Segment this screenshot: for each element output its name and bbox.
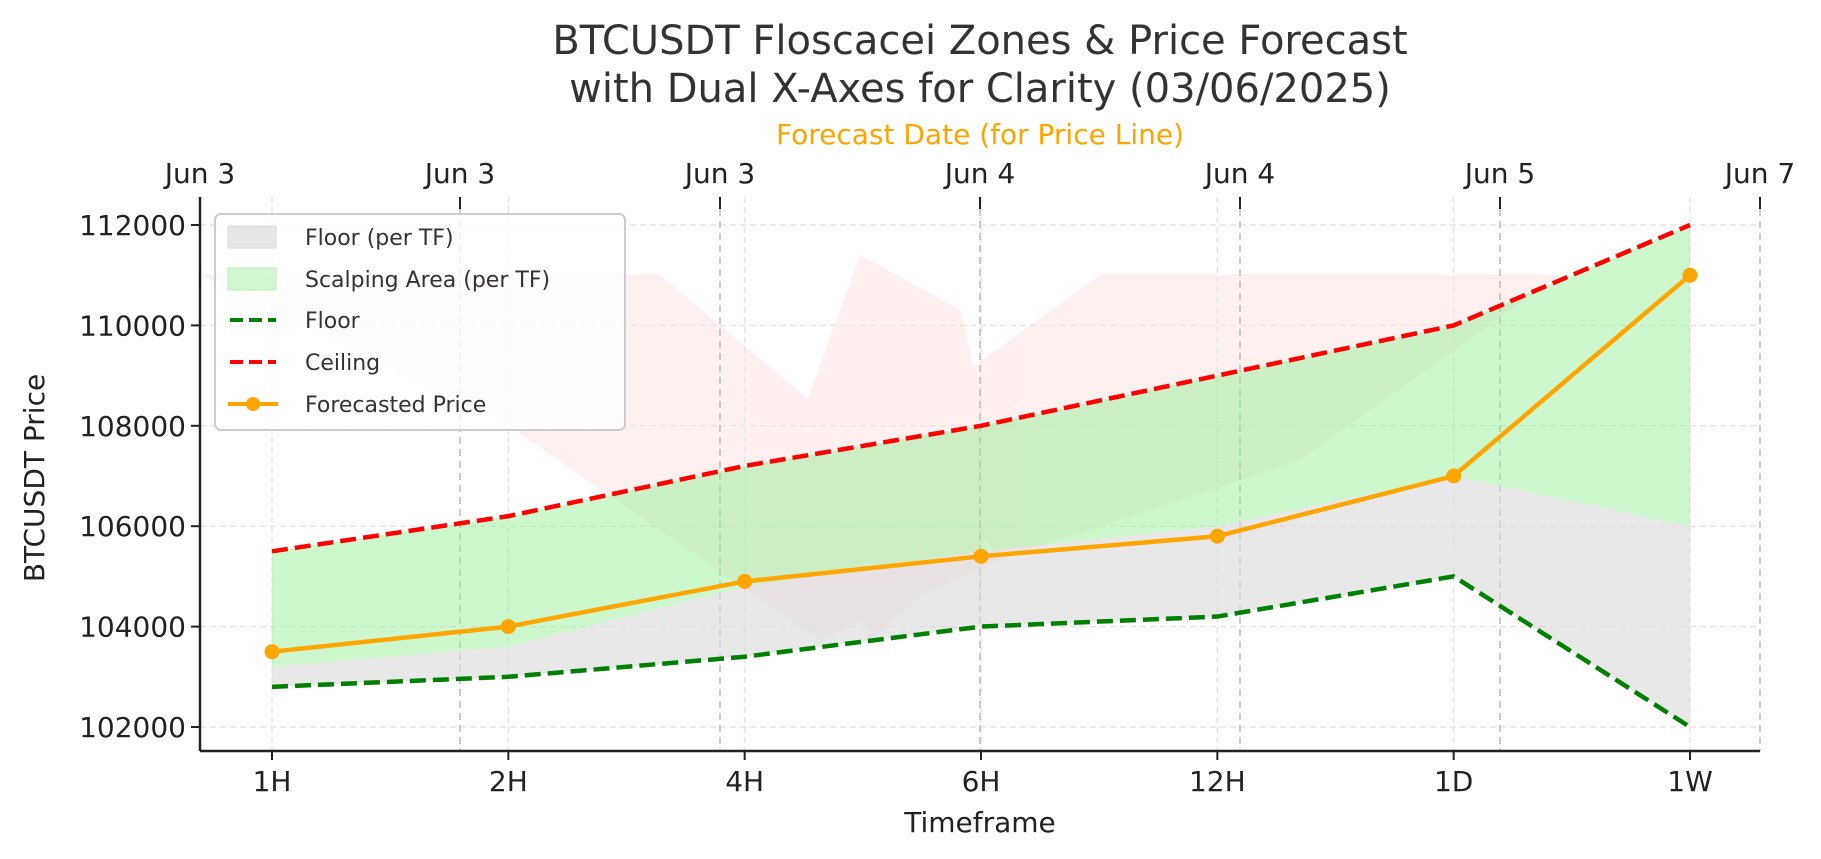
price-marker bbox=[1446, 468, 1462, 484]
legend-label-floor-area: Floor (per TF) bbox=[305, 226, 454, 251]
x-tick-label: 4H bbox=[725, 765, 764, 798]
price-marker bbox=[264, 644, 280, 660]
legend-label-ceiling: Ceiling bbox=[305, 351, 380, 376]
legend: Floor (per TF) Scalping Area (per TF) Fl… bbox=[214, 213, 626, 431]
x-tick-label: 6H bbox=[962, 765, 1001, 798]
x-axis-label: Timeframe bbox=[903, 806, 1056, 839]
top-x-tick-label: Jun 3 bbox=[683, 157, 755, 190]
top-x-tick-label: Jun 3 bbox=[163, 157, 235, 190]
legend-label-floor: Floor bbox=[305, 309, 361, 334]
chart-title-line2: with Dual X-Axes for Clarity (03/06/2025… bbox=[569, 66, 1391, 112]
legend-swatch-scalping-area bbox=[227, 267, 277, 291]
x-tick-label: 1D bbox=[1434, 765, 1473, 798]
legend-box bbox=[214, 213, 626, 431]
x-tick-label: 12H bbox=[1189, 765, 1246, 798]
legend-label-scalping-area: Scalping Area (per TF) bbox=[305, 268, 550, 293]
price-marker bbox=[737, 573, 753, 589]
legend-swatch-floor-area bbox=[227, 225, 277, 249]
areas bbox=[272, 225, 1690, 727]
x-tick-label: 2H bbox=[489, 765, 528, 798]
top-x-tick-label: Jun 4 bbox=[1203, 157, 1275, 190]
series-lines bbox=[264, 222, 1698, 729]
y-tick-label: 102000 bbox=[79, 711, 186, 744]
y-tick-label: 112000 bbox=[79, 209, 186, 242]
y-tick-label: 106000 bbox=[79, 510, 186, 543]
y-tick-label: 108000 bbox=[79, 410, 186, 443]
y-tick-label: 110000 bbox=[79, 309, 186, 342]
top-x-tick-label: Jun 3 bbox=[423, 157, 495, 190]
x-tick-label: 1H bbox=[253, 765, 292, 798]
legend-label-price: Forecasted Price bbox=[305, 393, 486, 418]
legend-marker-price bbox=[246, 397, 260, 411]
top-x-tick-label: Jun 4 bbox=[943, 157, 1015, 190]
top-x-tick-label: Jun 5 bbox=[1463, 157, 1535, 190]
area-scalping-area-per-tf- bbox=[272, 225, 1690, 667]
price-marker bbox=[1209, 528, 1225, 544]
price-marker bbox=[1682, 267, 1698, 283]
top-x-axis-label: Forecast Date (for Price Line) bbox=[776, 118, 1184, 151]
ticks: 1H 2H 4H 6H 12H 1D 1W 102000 104000 106000 108000 1… bbox=[79, 157, 1795, 798]
y-tick-label: 104000 bbox=[79, 611, 186, 644]
price-marker bbox=[500, 619, 516, 635]
price-marker bbox=[973, 548, 989, 564]
area-floor-per-tf- bbox=[272, 476, 1690, 727]
chart-title-line1: BTCUSDT Floscacei Zones & Price Forecast bbox=[552, 18, 1407, 64]
top-x-tick-label: Jun 7 bbox=[1723, 157, 1795, 190]
y-axis-label: BTCUSDT Price bbox=[18, 374, 51, 582]
line-floor bbox=[271, 574, 1692, 729]
line-ceiling bbox=[271, 222, 1691, 554]
x-tick-label: 1W bbox=[1667, 765, 1713, 798]
